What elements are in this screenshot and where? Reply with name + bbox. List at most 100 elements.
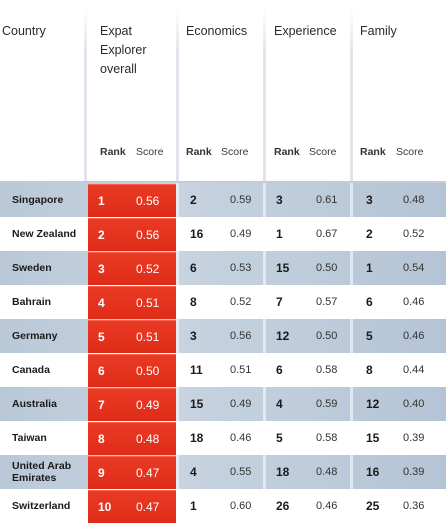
overall-score: 0.56 xyxy=(136,228,160,242)
econ-score: 0.49 xyxy=(230,398,252,410)
econ-score: 0.55 xyxy=(230,466,252,478)
exp-score: 0.67 xyxy=(316,228,338,240)
fam-score: 0.46 xyxy=(403,296,425,308)
column-separator xyxy=(176,183,179,521)
country-name: New Zealand xyxy=(12,228,77,240)
fam-rank: 6 xyxy=(366,295,373,309)
exp-rank: 18 xyxy=(276,465,290,479)
table-header: Country Expat Explorer overall Rank Scor… xyxy=(0,0,446,182)
exp-score: 0.59 xyxy=(316,398,338,410)
exp-score: 0.48 xyxy=(316,466,338,478)
overall-score: 0.52 xyxy=(136,262,160,276)
country-name: Singapore xyxy=(12,194,64,206)
overall-rank-cell: 6 0.50 xyxy=(88,354,176,387)
country-name: Switzerland xyxy=(12,500,71,512)
country-name: Germany xyxy=(12,330,58,342)
overall-rank-cell: 3 0.52 xyxy=(88,252,176,285)
country-name: Taiwan xyxy=(12,432,47,444)
overall-rank: 10 xyxy=(98,500,112,514)
overall-rank-cell: 1 0.56 xyxy=(88,184,176,217)
experience-column-header: Experience xyxy=(274,24,337,38)
exp-score: 0.61 xyxy=(316,194,338,206)
fam-score: 0.44 xyxy=(403,364,425,376)
experience-score-subheader: Score xyxy=(309,146,337,158)
econ-score: 0.52 xyxy=(230,296,252,308)
family-rank-subheader: Rank xyxy=(360,146,386,158)
overall-rank-cell: 7 0.49 xyxy=(88,388,176,421)
econ-rank: 4 xyxy=(190,465,197,479)
country-name: United Arab Emirates xyxy=(12,460,72,484)
fam-score: 0.39 xyxy=(403,466,425,478)
table-row: Taiwan 18 0.46 5 0.58 15 0.39 xyxy=(0,421,446,455)
econ-rank: 16 xyxy=(190,227,204,241)
overall-rank-cell: 8 0.48 xyxy=(88,422,176,455)
econ-score: 0.51 xyxy=(230,364,252,376)
econ-rank: 8 xyxy=(190,295,197,309)
fam-rank: 25 xyxy=(366,499,380,513)
table-row: Sweden 6 0.53 15 0.50 1 0.54 xyxy=(0,251,446,285)
overall-score: 0.51 xyxy=(136,296,160,310)
family-column-header: Family xyxy=(360,24,397,38)
overall-score: 0.51 xyxy=(136,330,160,344)
exp-rank: 4 xyxy=(276,397,283,411)
exp-score: 0.50 xyxy=(316,262,338,274)
fam-rank: 15 xyxy=(366,431,380,445)
fam-rank: 5 xyxy=(366,329,373,343)
econ-score: 0.46 xyxy=(230,432,252,444)
column-separator xyxy=(263,183,266,521)
fam-score: 0.39 xyxy=(403,432,425,444)
overall-score: 0.47 xyxy=(136,500,160,514)
fam-rank: 12 xyxy=(366,397,380,411)
econ-rank: 2 xyxy=(190,193,197,207)
fam-rank: 3 xyxy=(366,193,373,207)
overall-rank: 1 xyxy=(98,194,105,208)
exp-rank: 12 xyxy=(276,329,290,343)
fam-score: 0.46 xyxy=(403,330,425,342)
econ-score: 0.49 xyxy=(230,228,252,240)
column-separator xyxy=(350,183,353,521)
economics-score-subheader: Score xyxy=(221,146,249,158)
fam-score: 0.52 xyxy=(403,228,425,240)
experience-rank-subheader: Rank xyxy=(274,146,300,158)
econ-rank: 11 xyxy=(190,363,203,377)
fam-rank: 1 xyxy=(366,261,373,275)
overall-rank: 4 xyxy=(98,296,105,310)
econ-rank: 6 xyxy=(190,261,197,275)
overall-score: 0.47 xyxy=(136,466,160,480)
overall-score: 0.56 xyxy=(136,194,160,208)
overall-score: 0.50 xyxy=(136,364,160,378)
exp-rank: 6 xyxy=(276,363,283,377)
table-row: United Arab Emirates 4 0.55 18 0.48 16 0.39 xyxy=(0,455,446,489)
overall-rank: 6 xyxy=(98,364,105,378)
column-divider xyxy=(176,8,179,182)
table-row: Germany 3 0.56 12 0.50 5 0.46 xyxy=(0,319,446,353)
exp-rank: 7 xyxy=(276,295,283,309)
overall-rank-cell: 10 0.47 xyxy=(88,490,176,523)
overall-rank: 2 xyxy=(98,228,105,242)
family-score-subheader: Score xyxy=(396,146,424,158)
overall-score: 0.49 xyxy=(136,398,160,412)
table-row: Switzerland 1 0.60 26 0.46 25 0.36 xyxy=(0,489,446,523)
fam-score: 0.36 xyxy=(403,500,425,512)
overall-score-subheader: Score xyxy=(136,146,164,158)
overall-rank-cell: 9 0.47 xyxy=(88,456,176,489)
exp-rank: 26 xyxy=(276,499,290,513)
econ-rank: 3 xyxy=(190,329,197,343)
exp-score: 0.50 xyxy=(316,330,338,342)
exp-rank: 5 xyxy=(276,431,283,445)
exp-score: 0.46 xyxy=(316,500,338,512)
fam-rank: 16 xyxy=(366,465,380,479)
column-divider xyxy=(350,8,353,182)
overall-rank: 5 xyxy=(98,330,105,344)
country-name: Sweden xyxy=(12,262,52,274)
overall-rank-subheader: Rank xyxy=(100,146,126,158)
table-row: Bahrain 8 0.52 7 0.57 6 0.46 xyxy=(0,285,446,319)
fam-rank: 2 xyxy=(366,227,373,241)
economics-column-header: Economics xyxy=(186,24,248,38)
econ-score: 0.56 xyxy=(230,330,252,342)
overall-rank: 8 xyxy=(98,432,105,446)
table-row: New Zealand 16 0.49 1 0.67 2 0.52 xyxy=(0,217,446,251)
econ-score: 0.59 xyxy=(230,194,252,206)
table-row: Canada 11 0.51 6 0.58 8 0.44 xyxy=(0,353,446,387)
exp-rank: 3 xyxy=(276,193,283,207)
